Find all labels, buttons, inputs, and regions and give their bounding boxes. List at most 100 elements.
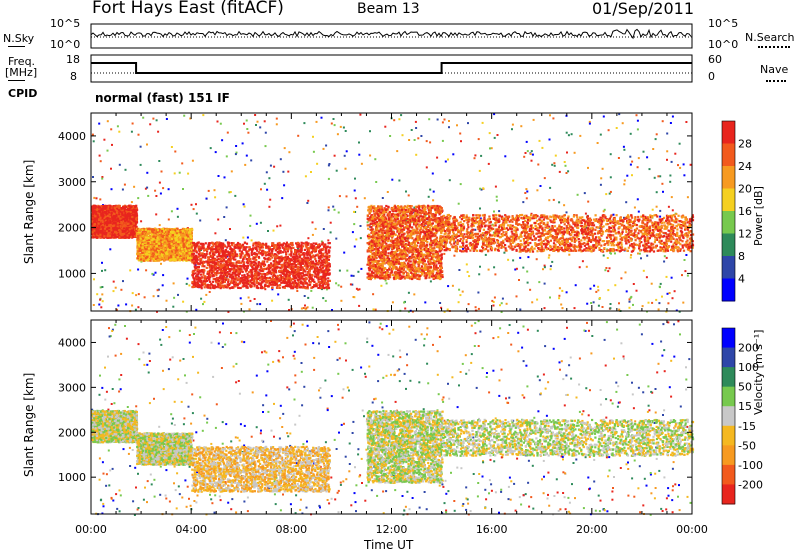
echo-pixel xyxy=(158,259,160,261)
noise-pixel xyxy=(155,195,157,197)
noise-pixel xyxy=(122,280,124,282)
noise-pixel xyxy=(392,301,394,303)
echo-pixel xyxy=(122,209,124,211)
noise-pixel xyxy=(195,203,197,205)
noise-pixel xyxy=(340,126,342,128)
noise-pixel xyxy=(124,184,126,186)
noise-pixel xyxy=(512,180,514,182)
noise-pixel xyxy=(157,289,159,291)
noise-pixel xyxy=(666,133,668,135)
noise-pixel xyxy=(313,151,315,153)
noise-pixel xyxy=(266,171,268,173)
noise-pixel xyxy=(671,196,673,198)
noise-pixel xyxy=(281,197,283,199)
noise-pixel xyxy=(259,126,261,128)
echo-pixel xyxy=(125,206,127,208)
noise-pixel xyxy=(334,209,336,211)
noise-pixel xyxy=(92,176,94,178)
noise-pixel xyxy=(501,302,503,304)
noise-pixel xyxy=(297,135,299,137)
noise-pixel xyxy=(335,238,337,240)
noise-pixel xyxy=(523,156,525,158)
noise-pixel xyxy=(590,302,592,304)
noise-pixel xyxy=(266,189,268,191)
noise-pixel xyxy=(137,197,139,199)
noise-pixel xyxy=(254,114,256,116)
echo-pixel xyxy=(120,233,122,235)
noise-pixel xyxy=(353,275,355,277)
noise-pixel xyxy=(648,302,650,304)
noise-pixel xyxy=(623,146,625,148)
noise-pixel xyxy=(173,282,175,284)
noise-pixel xyxy=(359,288,361,290)
noise-pixel xyxy=(684,259,686,261)
noise-pixel xyxy=(100,286,102,288)
noise-pixel xyxy=(620,277,622,279)
noise-pixel xyxy=(304,295,306,297)
noise-pixel xyxy=(684,270,686,272)
noise-pixel xyxy=(600,177,602,179)
noise-pixel xyxy=(140,146,142,148)
noise-pixel xyxy=(559,287,561,289)
noise-pixel xyxy=(110,128,112,130)
noise-pixel xyxy=(270,165,272,167)
noise-pixel xyxy=(657,175,659,177)
noise-pixel xyxy=(205,294,207,296)
noise-pixel xyxy=(280,158,282,160)
noise-pixel xyxy=(600,134,602,136)
noise-pixel xyxy=(246,120,248,122)
noise-pixel xyxy=(312,307,314,309)
noise-pixel xyxy=(542,268,544,270)
echo-pixel xyxy=(92,231,94,233)
noise-pixel xyxy=(354,246,356,248)
noise-pixel xyxy=(168,188,170,190)
echo-pixel xyxy=(123,231,125,233)
noise-pixel xyxy=(681,274,683,276)
noise-pixel xyxy=(531,150,533,152)
echo-pixel xyxy=(128,205,130,207)
noise-pixel xyxy=(358,142,360,144)
noise-pixel xyxy=(674,153,676,155)
noise-pixel xyxy=(604,269,606,271)
noise-pixel xyxy=(202,303,204,305)
noise-pixel xyxy=(531,301,533,303)
noise-pixel xyxy=(489,147,491,149)
echo-pixel xyxy=(164,248,166,250)
echo-pixel xyxy=(119,218,121,220)
noise-pixel xyxy=(327,239,329,241)
noise-pixel xyxy=(544,283,546,285)
noise-pixel xyxy=(671,277,673,279)
noise-pixel xyxy=(387,191,389,193)
noise-pixel xyxy=(610,253,612,255)
noise-pixel xyxy=(568,254,570,256)
echo-pixel xyxy=(167,229,169,231)
echo-pixel xyxy=(105,206,107,208)
noise-pixel xyxy=(485,254,487,256)
echo-pixel xyxy=(115,214,117,216)
noise-pixel xyxy=(256,223,258,225)
noise-pixel xyxy=(685,254,687,256)
noise-pixel xyxy=(643,270,645,272)
echo-pixel xyxy=(128,237,130,239)
noise-pixel xyxy=(533,119,535,121)
noise-pixel xyxy=(358,305,360,307)
noise-pixel xyxy=(555,155,557,157)
noise-pixel xyxy=(610,303,612,305)
noise-pixel xyxy=(120,289,122,291)
noise-pixel xyxy=(482,122,484,124)
echo-pixel xyxy=(118,215,120,217)
noise-pixel xyxy=(548,254,550,256)
noise-pixel xyxy=(334,124,336,126)
noise-pixel xyxy=(482,187,484,189)
noise-pixel xyxy=(203,301,205,303)
echo-pixel xyxy=(186,240,188,242)
echo-pixel xyxy=(122,236,124,238)
noise-pixel xyxy=(624,180,626,182)
noise-pixel xyxy=(448,120,450,122)
noise-pixel xyxy=(618,157,620,159)
noise-pixel xyxy=(593,285,595,287)
noise-pixel xyxy=(599,297,601,299)
noise-pixel xyxy=(448,126,450,128)
noise-pixel xyxy=(605,193,607,195)
noise-pixel xyxy=(400,114,402,116)
